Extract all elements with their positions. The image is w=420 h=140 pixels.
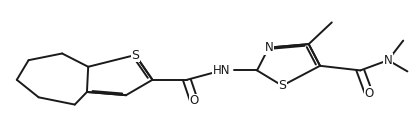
Text: HN: HN [213, 64, 231, 77]
Text: O: O [189, 94, 199, 107]
Text: N: N [265, 41, 273, 54]
Text: S: S [278, 79, 286, 92]
Text: S: S [131, 49, 139, 61]
Text: N: N [384, 54, 392, 67]
Text: O: O [364, 87, 373, 100]
